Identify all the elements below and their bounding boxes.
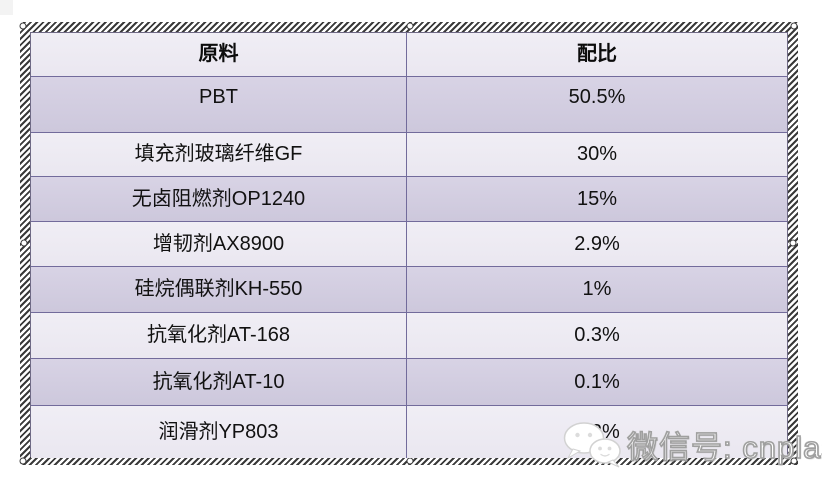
material-cell: PBT: [31, 77, 407, 132]
ratio-cell: 2.9%: [574, 232, 620, 255]
material-cell: 润滑剂YP803: [31, 406, 407, 458]
table-row: 硅烷偶联剂KH-550 1%: [31, 267, 787, 313]
table-row: 填充剂玻璃纤维GF 30%: [31, 133, 787, 177]
screenshot-artifact: [0, 0, 13, 15]
table-row: 增韧剂AX8900 2.9%: [31, 222, 787, 267]
selection-handle-top-middle[interactable]: [406, 22, 414, 30]
selection-handle-top-left[interactable]: [19, 22, 27, 30]
selection-handle-left-middle[interactable]: [20, 239, 28, 247]
table-row: 无卤阻燃剂OP1240 15%: [31, 177, 787, 222]
formula-table[interactable]: 原料 配比 PBT 50.5% 填充剂玻璃纤维GF 30% 无卤阻燃剂OP124…: [30, 32, 788, 458]
selection-handle-bottom-right[interactable]: [790, 457, 798, 465]
ratio-cell: 15%: [576, 187, 618, 210]
material-cell: 抗氧化剂AT-10: [31, 359, 407, 405]
material-cell: 硅烷偶联剂KH-550: [31, 267, 407, 312]
selection-handle-bottom-left[interactable]: [19, 457, 27, 465]
header-cell-ratio: 配比: [577, 43, 617, 65]
header-cell-material: 原料: [31, 33, 407, 76]
selection-handle-bottom-middle[interactable]: [406, 457, 414, 465]
table-row: 抗氧化剂AT-168 0.3%: [31, 313, 787, 359]
table-row: PBT 50.5%: [31, 77, 787, 133]
table-header-row: 原料 配比: [31, 33, 787, 77]
material-cell: 填充剂玻璃纤维GF: [31, 133, 407, 176]
table-row: 抗氧化剂AT-10 0.1%: [31, 359, 787, 406]
ratio-cell: 1%: [582, 278, 612, 300]
material-cell: 抗氧化剂AT-168: [31, 313, 407, 358]
selection-handle-top-right[interactable]: [790, 22, 798, 30]
ratio-cell: 30%: [576, 143, 618, 165]
material-cell: 无卤阻燃剂OP1240: [31, 177, 407, 221]
ratio-cell: 50.5%: [568, 86, 626, 108]
selection-handle-right-middle[interactable]: [789, 239, 797, 247]
ratio-cell: 0.1%: [574, 370, 620, 393]
table-row: 润滑剂YP803 0.2%: [31, 406, 787, 458]
material-cell: 增韧剂AX8900: [31, 222, 407, 266]
ratio-cell: 0.3%: [574, 324, 620, 346]
ratio-cell: 0.2%: [574, 420, 620, 443]
